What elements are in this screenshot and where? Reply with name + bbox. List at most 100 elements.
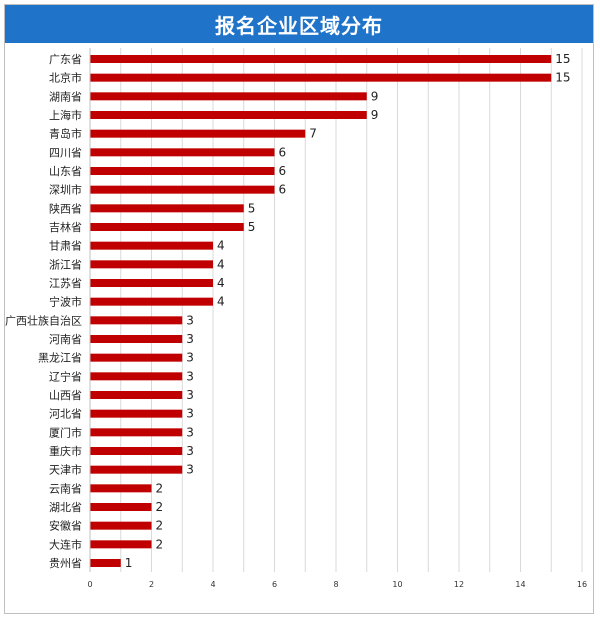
category-label: 深圳市 [49, 183, 82, 197]
bar [90, 503, 152, 511]
value-label: 3 [186, 444, 194, 458]
category-label: 云南省 [49, 482, 82, 495]
bar [90, 335, 183, 343]
value-label: 3 [186, 425, 194, 439]
category-label: 河北省 [49, 408, 82, 421]
bar [90, 447, 183, 455]
category-label: 重庆市 [49, 444, 82, 458]
category-label: 江苏省 [49, 277, 82, 290]
x-tick-label: 4 [210, 580, 215, 589]
bar [90, 223, 244, 231]
bar [90, 409, 183, 418]
value-label: 3 [186, 463, 194, 477]
value-label: 2 [156, 537, 164, 551]
category-label: 湖北省 [49, 501, 82, 514]
category-label: 吉林省 [49, 220, 82, 234]
bar [90, 204, 244, 213]
bar [90, 241, 213, 250]
value-label: 3 [186, 407, 194, 421]
x-tick-label: 16 [577, 580, 587, 589]
value-label: 2 [156, 519, 164, 533]
category-label: 四川省 [49, 146, 82, 159]
value-label: 3 [186, 369, 194, 383]
value-label: 9 [371, 89, 379, 103]
bar [90, 92, 367, 101]
x-tick-label: 10 [392, 580, 402, 589]
bar [90, 297, 213, 306]
category-label: 山西省 [49, 389, 82, 402]
category-label: 广东省 [49, 53, 82, 66]
value-label: 3 [186, 351, 194, 365]
x-tick-label: 14 [515, 580, 525, 589]
value-label: 1 [125, 556, 133, 570]
category-label: 陕西省 [49, 201, 82, 215]
value-label: 7 [309, 127, 317, 141]
bar [90, 540, 152, 549]
value-labels: 15 15 9 9 7 6 6 6 5 5 4 4 4 4 3 3 3 3 3 3 3 3 3 2 2 2 2 1 [125, 52, 571, 570]
value-label: 4 [217, 239, 225, 253]
category-label: 广西壮族自治区 [5, 313, 82, 327]
bar [90, 185, 275, 194]
value-label: 6 [279, 183, 287, 197]
category-label: 辽宁省 [49, 369, 82, 383]
category-label: 黑龙江省 [38, 352, 82, 365]
value-label: 2 [156, 481, 164, 495]
x-tick-label: 0 [87, 580, 92, 589]
x-tick-label: 8 [333, 580, 338, 589]
category-label: 安徽省 [49, 519, 82, 533]
category-label: 山东省 [49, 165, 82, 178]
value-label: 4 [217, 295, 225, 309]
bar [90, 167, 275, 175]
bar [90, 73, 552, 82]
bar [90, 372, 183, 381]
category-labels: 广东省北京市湖南省上海市青岛市四川省山东省深圳市陕西省吉林省甘肃省浙江省江苏省宁… [5, 53, 82, 570]
x-tick-label: 6 [272, 580, 277, 589]
title-bar: 报名企业区域分布 [5, 5, 593, 43]
category-label: 甘肃省 [49, 240, 82, 253]
value-label: 4 [217, 276, 225, 290]
value-label: 5 [248, 220, 256, 234]
category-label: 上海市 [49, 108, 82, 122]
bar [90, 148, 275, 157]
bar [90, 111, 367, 119]
bar [90, 559, 121, 567]
category-label: 青岛市 [49, 127, 82, 141]
gridlines [89, 48, 583, 572]
bar [90, 55, 552, 63]
x-tick-labels: 0 2 4 6 8 10 12 14 16 [87, 580, 587, 589]
value-label: 15 [555, 52, 570, 66]
category-label: 宁波市 [49, 295, 82, 309]
value-label: 3 [186, 332, 194, 346]
category-label: 北京市 [49, 71, 82, 85]
value-label: 3 [186, 388, 194, 402]
value-label: 5 [248, 201, 256, 215]
bar [90, 521, 152, 530]
bar [90, 484, 152, 493]
x-tick-label: 2 [149, 580, 154, 589]
category-label: 浙江省 [49, 258, 82, 271]
chart-title: 报名企业区域分布 [215, 13, 383, 38]
bar [90, 465, 183, 474]
value-label: 6 [279, 164, 287, 178]
category-label: 湖南省 [49, 90, 82, 103]
chart-frame: 报名企业区域分布 [4, 4, 594, 614]
value-label: 15 [555, 71, 570, 85]
bar [90, 260, 213, 269]
category-label: 河南省 [49, 333, 82, 346]
bars [90, 55, 552, 567]
bar [90, 129, 306, 138]
value-label: 3 [186, 313, 194, 327]
category-label: 大连市 [49, 537, 82, 551]
x-tick-label: 12 [454, 580, 464, 589]
category-label: 厦门市 [49, 425, 82, 439]
value-label: 9 [371, 108, 379, 122]
bar [90, 316, 183, 325]
bar [90, 353, 183, 362]
bar [90, 279, 213, 287]
category-label: 天津市 [49, 463, 82, 477]
bar [90, 428, 183, 437]
value-label: 6 [279, 145, 287, 159]
bar [90, 391, 183, 399]
value-label: 4 [217, 257, 225, 271]
